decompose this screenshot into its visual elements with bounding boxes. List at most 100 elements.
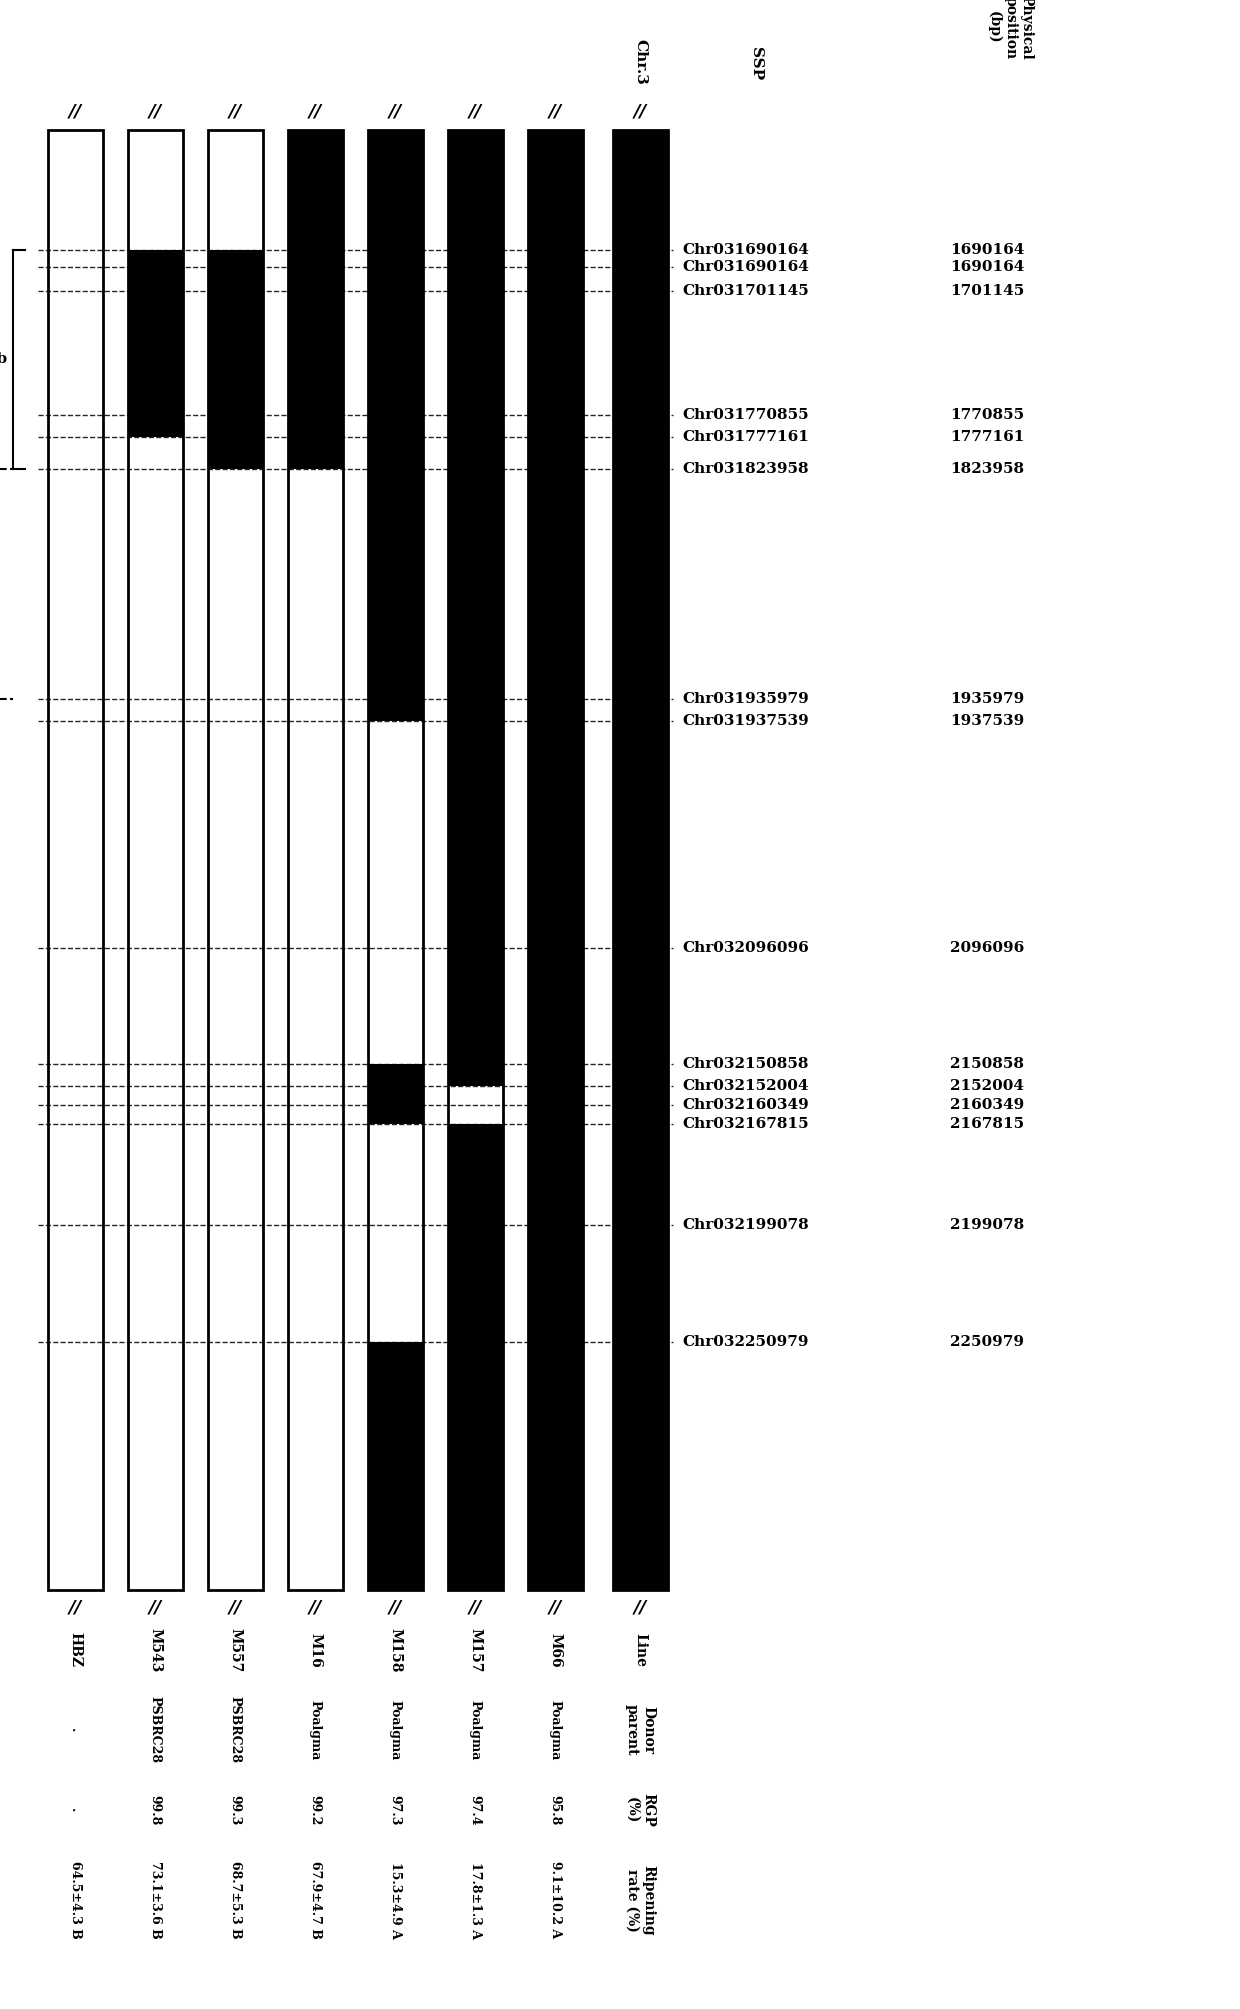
Text: 1690164: 1690164 bbox=[950, 243, 1024, 257]
Bar bbox=[613, 131, 667, 1589]
Text: Poalgma: Poalgma bbox=[469, 1700, 481, 1760]
Bar bbox=[448, 131, 502, 1589]
Text: //: // bbox=[149, 102, 161, 121]
Bar bbox=[367, 1065, 423, 1125]
Bar bbox=[47, 131, 103, 1589]
Text: HBZ: HBZ bbox=[68, 1633, 82, 1667]
Bar bbox=[207, 131, 263, 249]
Text: //: // bbox=[634, 1599, 646, 1617]
Text: PSBRC28: PSBRC28 bbox=[228, 1696, 242, 1764]
Text: 2199078: 2199078 bbox=[950, 1217, 1024, 1232]
Bar bbox=[448, 1125, 502, 1589]
Text: //: // bbox=[388, 102, 402, 121]
Text: 99.2: 99.2 bbox=[309, 1794, 321, 1826]
Text: 2150858: 2150858 bbox=[950, 1057, 1024, 1071]
Text: //: // bbox=[68, 1599, 82, 1617]
Bar bbox=[288, 131, 342, 1589]
Text: 1701145: 1701145 bbox=[950, 283, 1024, 297]
Bar bbox=[128, 131, 182, 1589]
Text: 73.1±3.6 B: 73.1±3.6 B bbox=[149, 1860, 161, 1939]
Text: PSBRC28: PSBRC28 bbox=[149, 1696, 161, 1764]
Bar bbox=[128, 249, 182, 436]
Text: //: // bbox=[469, 102, 481, 121]
Bar bbox=[207, 249, 263, 468]
Text: //: // bbox=[228, 1599, 242, 1617]
Text: 1770855: 1770855 bbox=[950, 408, 1024, 422]
Text: Line: Line bbox=[632, 1633, 647, 1667]
Bar bbox=[288, 131, 342, 468]
Text: 17.8±1.3 A: 17.8±1.3 A bbox=[469, 1862, 481, 1939]
Text: 15.3±4.9 A: 15.3±4.9 A bbox=[388, 1862, 402, 1939]
Text: Poalgma: Poalgma bbox=[548, 1700, 562, 1760]
Bar bbox=[288, 468, 342, 1589]
Text: 99.3: 99.3 bbox=[228, 1794, 242, 1824]
Bar bbox=[207, 131, 263, 1589]
Text: Chr.3: Chr.3 bbox=[632, 38, 647, 84]
Text: Chr032150858: Chr032150858 bbox=[682, 1057, 808, 1071]
Text: .: . bbox=[68, 1808, 82, 1812]
Text: Chr031690164: Chr031690164 bbox=[682, 243, 810, 257]
Text: 2167815: 2167815 bbox=[950, 1117, 1024, 1131]
Text: Chr031777161: Chr031777161 bbox=[682, 430, 810, 444]
Text: 1777161: 1777161 bbox=[950, 430, 1024, 444]
Text: 2096096: 2096096 bbox=[950, 940, 1024, 954]
Text: 99.8: 99.8 bbox=[149, 1794, 161, 1824]
Text: 1937539: 1937539 bbox=[950, 715, 1024, 729]
Bar bbox=[527, 131, 583, 1589]
Bar bbox=[367, 1342, 423, 1589]
Text: 64.5±4.3 B: 64.5±4.3 B bbox=[68, 1860, 82, 1939]
Text: 68.7±5.3 B: 68.7±5.3 B bbox=[228, 1860, 242, 1939]
Text: //: // bbox=[388, 1599, 402, 1617]
Text: //: // bbox=[68, 102, 82, 121]
Text: RGP
(%): RGP (%) bbox=[625, 1794, 655, 1826]
Bar bbox=[367, 131, 423, 721]
Text: //: // bbox=[309, 102, 321, 121]
Text: Donor
parent: Donor parent bbox=[625, 1704, 655, 1756]
Text: Chr032096096: Chr032096096 bbox=[682, 940, 810, 954]
Text: 1823958: 1823958 bbox=[950, 462, 1024, 476]
Text: .: . bbox=[68, 1728, 82, 1732]
Text: //: // bbox=[228, 102, 242, 121]
Text: Physical
position
(bp): Physical position (bp) bbox=[987, 0, 1033, 60]
Text: 2152004: 2152004 bbox=[950, 1079, 1024, 1093]
Bar bbox=[367, 1125, 423, 1342]
Text: 1935979: 1935979 bbox=[950, 693, 1024, 707]
Text: Chr032250979: Chr032250979 bbox=[682, 1334, 808, 1348]
Text: 1690164: 1690164 bbox=[950, 261, 1024, 275]
Bar bbox=[527, 131, 583, 1589]
Bar bbox=[128, 436, 182, 1589]
Text: M66: M66 bbox=[548, 1633, 562, 1667]
Text: Chr032160349: Chr032160349 bbox=[682, 1099, 810, 1113]
Text: //: // bbox=[548, 102, 562, 121]
Text: 67.9±4.7 B: 67.9±4.7 B bbox=[309, 1860, 321, 1939]
Text: //: // bbox=[309, 1599, 321, 1617]
Bar bbox=[367, 721, 423, 1065]
Bar bbox=[47, 131, 103, 1589]
Text: 97.3: 97.3 bbox=[388, 1794, 402, 1826]
Text: Chr031937539: Chr031937539 bbox=[682, 715, 810, 729]
Text: 9.1±10.2 A: 9.1±10.2 A bbox=[548, 1862, 562, 1939]
Text: Ripening
rate (%): Ripening rate (%) bbox=[625, 1864, 655, 1935]
Text: //: // bbox=[548, 1599, 562, 1617]
Text: 2250979: 2250979 bbox=[950, 1334, 1024, 1348]
Text: Poalgma: Poalgma bbox=[309, 1700, 321, 1760]
Text: 192.9 kb: 192.9 kb bbox=[0, 352, 7, 366]
Text: //: // bbox=[469, 1599, 481, 1617]
Text: Poalgma: Poalgma bbox=[388, 1700, 402, 1760]
Bar bbox=[367, 131, 423, 1589]
Text: M16: M16 bbox=[308, 1633, 322, 1667]
Bar bbox=[128, 131, 182, 249]
Text: M543: M543 bbox=[148, 1627, 162, 1671]
Text: Chr031935979: Chr031935979 bbox=[682, 693, 810, 707]
Text: Chr031690164: Chr031690164 bbox=[682, 261, 810, 275]
Text: Chr031770855: Chr031770855 bbox=[682, 408, 810, 422]
Bar bbox=[207, 468, 263, 1589]
Text: M158: M158 bbox=[388, 1627, 402, 1671]
Bar bbox=[613, 131, 667, 1589]
Text: 97.4: 97.4 bbox=[469, 1794, 481, 1826]
Text: Chr032152004: Chr032152004 bbox=[682, 1079, 808, 1093]
Text: //: // bbox=[634, 102, 646, 121]
Text: 95.8: 95.8 bbox=[548, 1794, 562, 1824]
Text: M157: M157 bbox=[467, 1627, 482, 1671]
Text: Chr032167815: Chr032167815 bbox=[682, 1117, 810, 1131]
